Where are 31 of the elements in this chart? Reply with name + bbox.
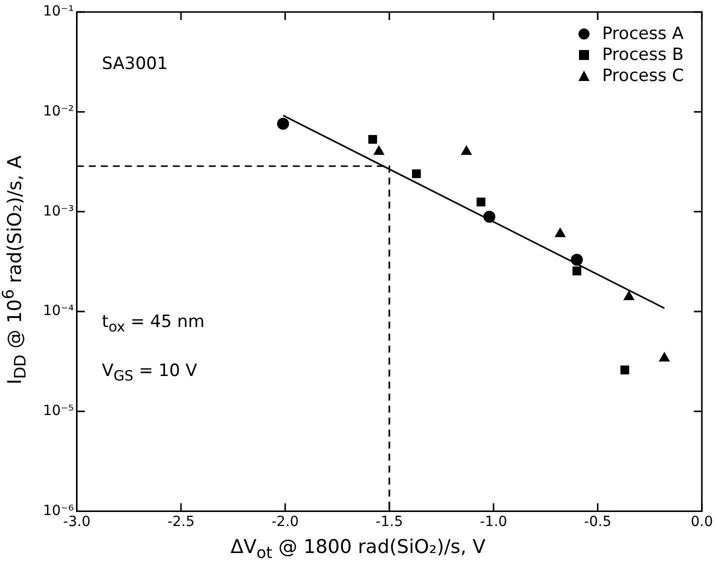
y-tick-label: 10⁻⁵: [42, 403, 74, 419]
point: [277, 118, 290, 130]
x-tick-label: -0.5: [584, 514, 612, 530]
point: [412, 169, 421, 178]
point: [572, 266, 582, 276]
legend-label: Process B: [602, 45, 684, 65]
x-axis-title: ΔV$_{ot}$ @ 1800 rad(SiO₂)/s, V: [230, 536, 486, 562]
point: [483, 210, 496, 223]
point: [624, 290, 634, 300]
x-tick-label: 0.0: [690, 514, 713, 530]
annotation: V$_{GS}$ = 10 V: [102, 361, 198, 385]
y-tick-label: 10⁻¹: [42, 4, 74, 20]
point: [554, 228, 566, 238]
y-tick-label: 10⁻⁴: [42, 303, 74, 320]
point: [570, 254, 583, 266]
point: [374, 146, 384, 155]
x-tick-label: -2.5: [167, 514, 195, 530]
legend-label: Process A: [602, 24, 684, 44]
point: [368, 134, 378, 144]
point: [461, 146, 472, 155]
point: [620, 366, 630, 374]
x-tick-label: -2.0: [272, 514, 299, 530]
point: [476, 198, 486, 206]
x-tick-label: -1.0: [480, 514, 508, 530]
point: [659, 352, 670, 362]
y-tick-label: 10⁻²: [42, 103, 74, 120]
legend-label: Process C: [602, 66, 684, 86]
annotation: SA3001: [102, 54, 168, 74]
y-tick-label: 10⁻³: [42, 203, 74, 220]
x-tick-label: -1.5: [376, 514, 404, 530]
annotation: t$_{ox}$ = 45 nm: [102, 312, 205, 335]
